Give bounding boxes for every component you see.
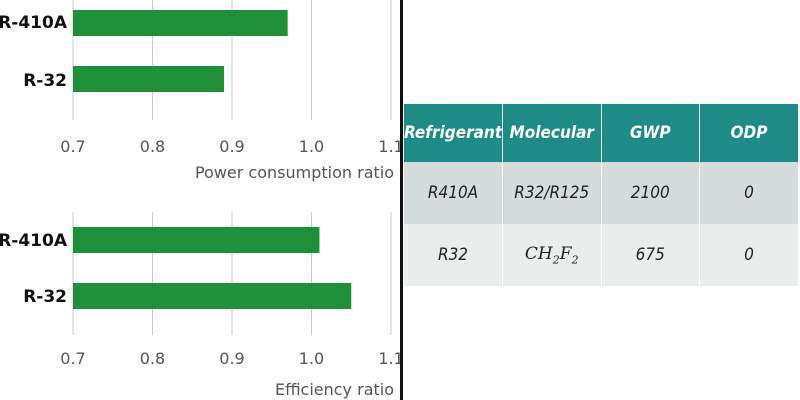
bar <box>73 227 320 253</box>
category-label: R-32 <box>23 287 67 307</box>
cell-refrigerant: R32 <box>404 224 503 286</box>
header-refrigerant: Refrigerant <box>404 104 503 162</box>
tick-label: 1.1 <box>378 137 400 156</box>
bar <box>73 283 352 309</box>
category-label: R-410A <box>0 231 68 251</box>
table-row: R32 CH2F2 675 0 <box>404 224 798 286</box>
cell-odp: 0 <box>699 162 798 224</box>
cell-refrigerant: R410A <box>404 162 503 224</box>
bar-charts-panel: R-410A R-32 0.7 0.8 0.9 1.0 1.1 Power consumpti… <box>0 0 400 399</box>
axis-title: Efficiency ratio <box>275 380 394 399</box>
cell-gwp: 675 <box>601 224 700 286</box>
tick-label: 0.8 <box>140 349 165 368</box>
chemical-formula: CH2F2 <box>524 243 579 267</box>
tick-label: 0.9 <box>219 349 244 368</box>
cell-gwp: 2100 <box>601 162 700 224</box>
panel-divider <box>400 0 403 400</box>
tick-label: 0.7 <box>60 137 85 156</box>
formula-c: CH <box>524 243 553 264</box>
tick-label: 1.0 <box>299 349 324 368</box>
table-row: R410A R32/R125 2100 0 <box>404 162 798 224</box>
header-odp: ODP <box>699 104 798 162</box>
tick-label: 1.1 <box>378 349 400 368</box>
header-gwp: GWP <box>601 104 700 162</box>
tick-label: 0.8 <box>140 137 165 156</box>
cell-odp: 0 <box>699 224 798 286</box>
formula-h-sub: 2 <box>552 253 560 267</box>
bar-charts-svg: R-410A R-32 0.7 0.8 0.9 1.0 1.1 Power consumpti… <box>0 0 400 399</box>
tick-label: 1.0 <box>299 137 324 156</box>
header-molecular: Molecular <box>502 104 602 162</box>
tick-label: 0.9 <box>219 137 244 156</box>
tick-label: 0.7 <box>60 349 85 368</box>
category-label: R-410A <box>0 13 68 33</box>
formula-f: F <box>559 243 572 264</box>
cell-molecular-formula: CH2F2 <box>502 224 602 286</box>
cell-molecular: R32/R125 <box>502 162 602 224</box>
axis-title: Power consumption ratio <box>195 163 394 182</box>
formula-f-sub: 2 <box>571 253 579 267</box>
table-header-row: Refrigerant Molecular GWP ODP <box>404 104 798 162</box>
refrigerant-table: Refrigerant Molecular GWP ODP R410A R32/… <box>404 104 798 286</box>
bar <box>73 66 225 92</box>
bar <box>73 10 288 36</box>
category-label: R-32 <box>23 71 67 91</box>
